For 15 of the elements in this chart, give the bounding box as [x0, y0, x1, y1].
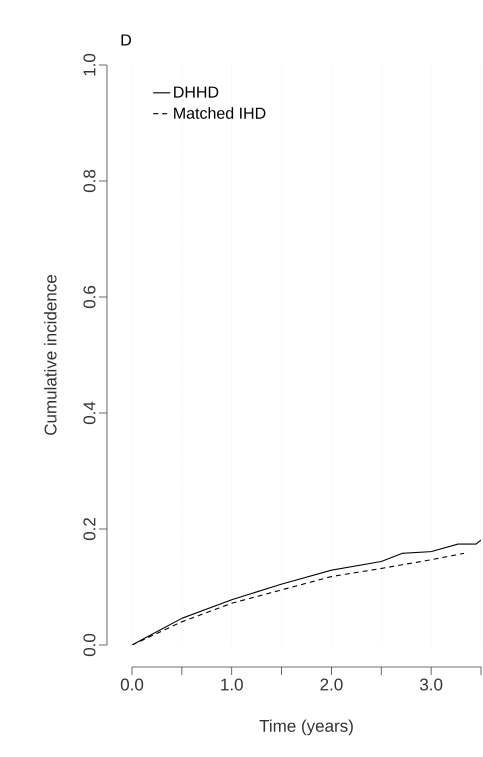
y-tick-label: 0.8: [83, 170, 96, 192]
y-tick-label: 0.6: [83, 286, 96, 308]
x-tick-label: 1.0: [221, 678, 243, 691]
x-tick-label: 2.0: [320, 678, 343, 691]
x-tick-label: 0.0: [120, 678, 144, 691]
x-axis-title: Time (years): [259, 719, 353, 736]
legend-label: Matched IHD: [174, 107, 266, 119]
legend-label: DHHD: [174, 86, 218, 98]
y-tick-label: 0.4: [83, 402, 96, 424]
y-tick-label: 1.0: [83, 54, 96, 76]
y-axis-title: Cumulative incidence: [44, 275, 57, 435]
y-tick-label: 0.2: [83, 518, 96, 540]
y-tick-label: 0.0: [83, 634, 96, 656]
x-tick-label: 3.0: [420, 678, 442, 691]
chart-title: D: [122, 34, 132, 46]
